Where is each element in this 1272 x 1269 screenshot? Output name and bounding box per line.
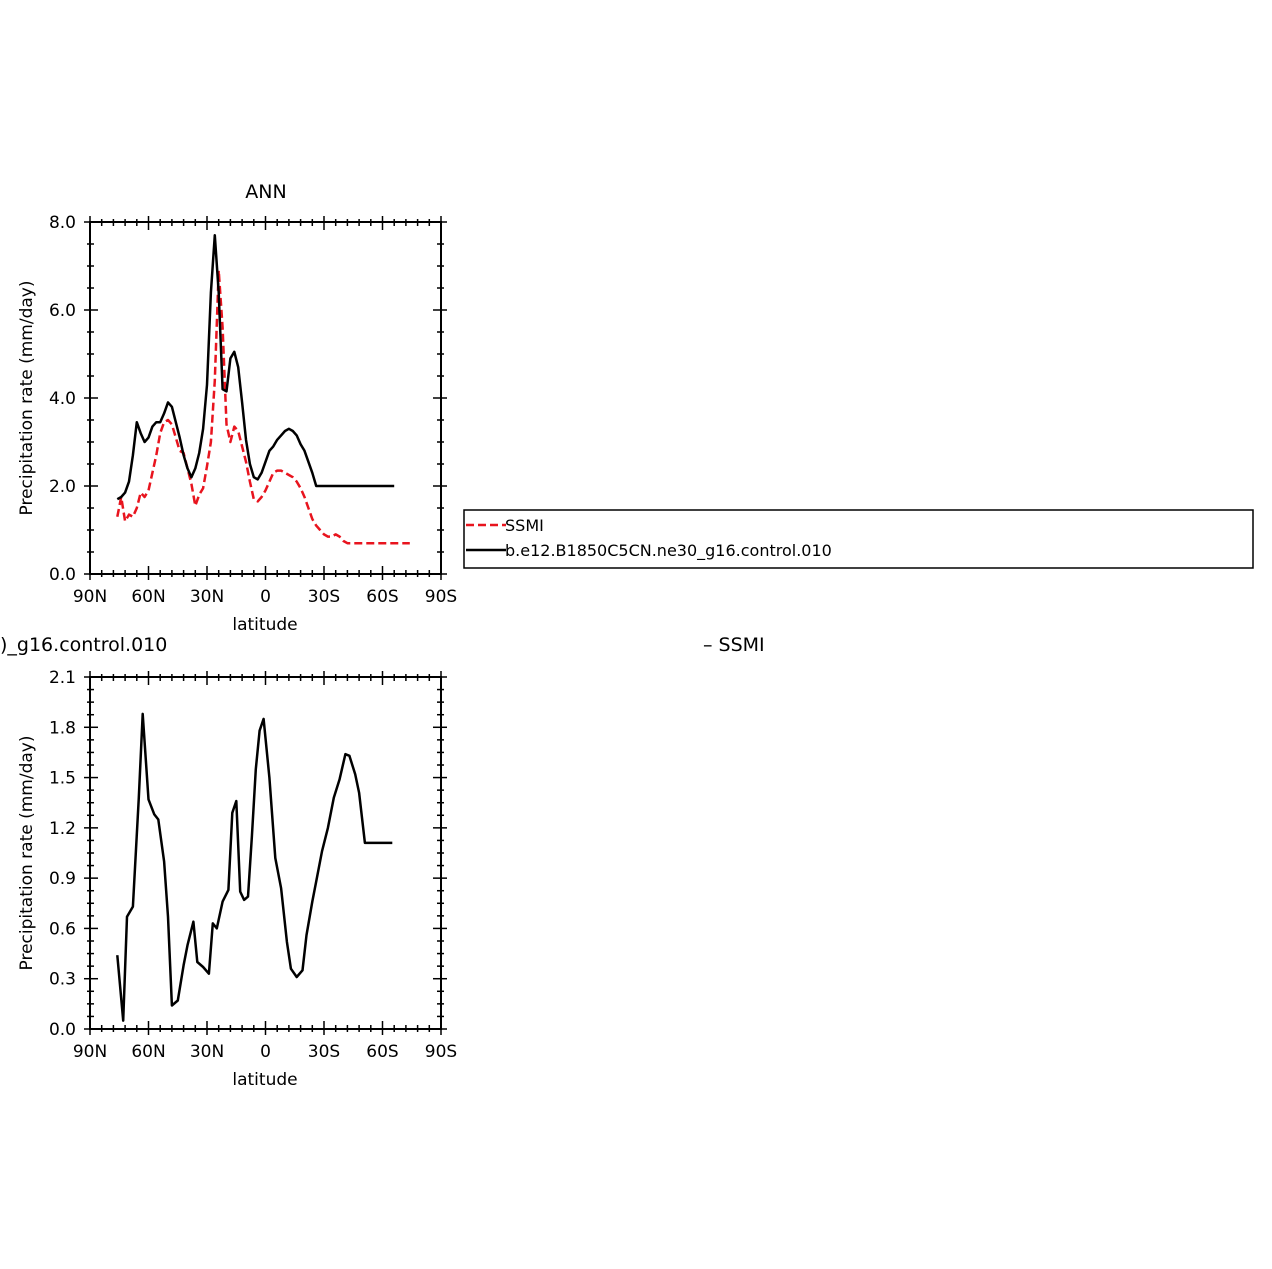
bottom-panel-xlabel: latitude xyxy=(232,1070,297,1090)
bottom-x-tick-label: 0 xyxy=(260,1042,271,1062)
bottom-panel-title-right: – SSMI xyxy=(703,634,765,656)
top-series-line-1 xyxy=(116,233,395,501)
top-x-tick-label: 30S xyxy=(308,587,340,607)
bottom-y-tick-label: 1.5 xyxy=(49,769,76,789)
legend-box xyxy=(463,509,1254,569)
bottom-panel-ylabel: Precipitation rate (mm/day) xyxy=(17,736,37,971)
bottom-y-tick-label: 0.6 xyxy=(49,919,76,939)
top-y-tick-label: 2.0 xyxy=(49,477,76,497)
legend: SSMI b.e12.B1850C5CN.ne30_g16.control.01… xyxy=(463,509,1254,569)
top-plot-frame xyxy=(89,221,442,575)
bottom-x-tick-label: 60S xyxy=(366,1042,398,1062)
bottom-y-tick-label: 1.8 xyxy=(49,718,76,738)
top-x-tick-label: 0 xyxy=(260,587,271,607)
bottom-panel-title-left: )_g16.control.010 xyxy=(0,634,167,656)
bottom-plot-area: 90N 60N 30N 0 30S 60S 90S 0.0 0.3 0.6 0.9 1.2 1.5 1.8… xyxy=(49,668,457,1062)
top-series-line-0 xyxy=(116,269,410,545)
top-x-tick-label: 90S xyxy=(425,587,457,607)
bottom-series-line-0 xyxy=(116,712,393,1022)
bottom-y-tick-label: 1.2 xyxy=(49,819,76,839)
top-x-tick-label: 30N xyxy=(190,587,224,607)
top-x-tick-label: 60S xyxy=(366,587,398,607)
bottom-x-tick-label: 30S xyxy=(308,1042,340,1062)
bottom-y-tick-label: 2.1 xyxy=(49,668,76,688)
bottom-y-tick-label: 0.0 xyxy=(49,1020,76,1040)
bottom-x-tick-label: 60N xyxy=(131,1042,165,1062)
top-x-tick-label: 60N xyxy=(131,587,165,607)
top-panel: ANN 90N 60N 30N 0 30S 60S 90S 0.0 2.0 4.0 6.0 8.0 l… xyxy=(17,181,457,635)
bottom-x-tick-label: 90S xyxy=(425,1042,457,1062)
top-y-tick-label: 0.0 xyxy=(49,565,76,585)
bottom-x-tick-label: 90N xyxy=(73,1042,107,1062)
top-y-tick-label: 6.0 xyxy=(49,301,76,321)
top-x-tick-label: 90N xyxy=(73,587,107,607)
legend-entry-ssmi: SSMI xyxy=(505,516,544,535)
top-plot-area: 90N 60N 30N 0 30S 60S 90S 0.0 2.0 4.0 6.0 8.0 xyxy=(49,213,457,607)
top-y-tick-label: 8.0 xyxy=(49,213,76,233)
bottom-y-tick-label: 0.3 xyxy=(49,970,76,990)
top-panel-xlabel: latitude xyxy=(232,615,297,635)
top-panel-title: ANN xyxy=(245,181,286,203)
top-y-tick-label: 4.0 xyxy=(49,389,76,409)
bottom-y-tick-label: 0.9 xyxy=(49,869,76,889)
legend-entry-model: b.e12.B1850C5CN.ne30_g16.control.010 xyxy=(505,541,832,561)
top-panel-ylabel: Precipitation rate (mm/day) xyxy=(17,281,37,516)
bottom-x-tick-label: 30N xyxy=(190,1042,224,1062)
bottom-panel: )_g16.control.010 – SSMI 90N 60N 30N 0 30S 60… xyxy=(0,634,765,1090)
